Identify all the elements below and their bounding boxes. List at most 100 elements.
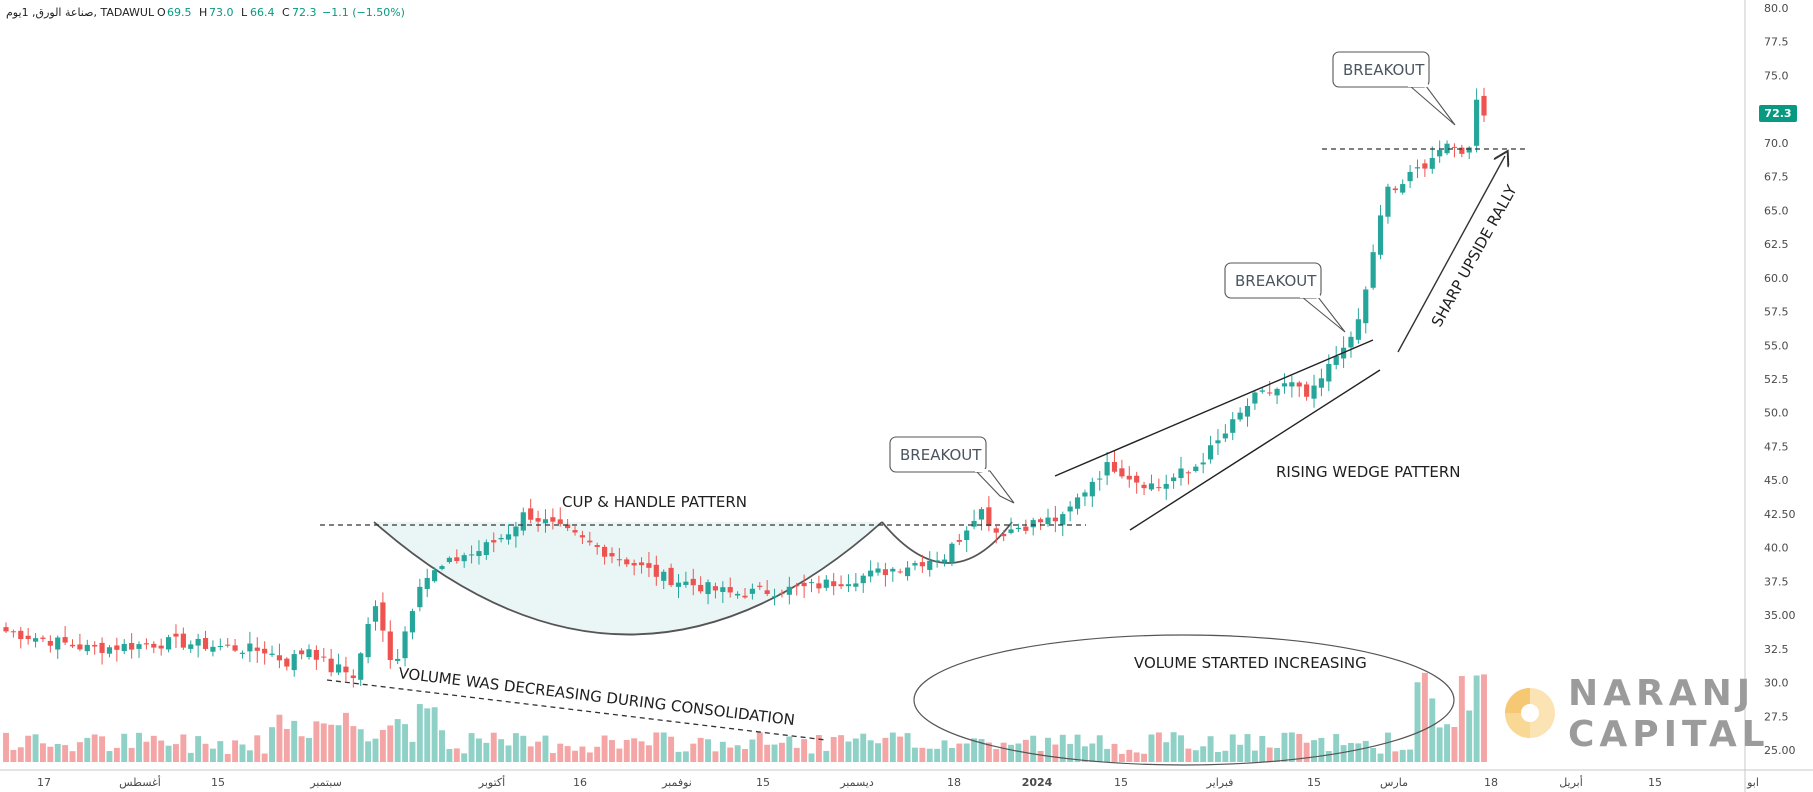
candle bbox=[520, 507, 526, 536]
breakout-callout-3: BREAKOUT bbox=[1332, 51, 1456, 126]
candle bbox=[1244, 398, 1251, 427]
volume-bar bbox=[232, 740, 239, 762]
candle bbox=[1001, 530, 1007, 542]
candle bbox=[165, 634, 172, 653]
time-tick-label: أبريل bbox=[1559, 775, 1583, 789]
candle bbox=[106, 644, 113, 658]
candle bbox=[446, 556, 452, 564]
candle bbox=[1466, 146, 1472, 160]
volume-bar bbox=[808, 753, 815, 762]
candle bbox=[1289, 375, 1295, 398]
volume-bar bbox=[1362, 740, 1369, 762]
candle bbox=[483, 539, 489, 560]
naranj-capital-logo: NARANJ CAPITAL bbox=[1505, 673, 1765, 755]
rally-arrow bbox=[1397, 156, 1505, 353]
candle bbox=[217, 638, 223, 651]
candle bbox=[276, 643, 283, 669]
price-tick-label: 80.0 bbox=[1764, 2, 1789, 15]
candle bbox=[816, 575, 822, 594]
volume-bar bbox=[875, 743, 881, 762]
candle bbox=[1348, 331, 1354, 358]
last-price-badge: 72.3 bbox=[1759, 105, 1797, 122]
logo-mark-icon bbox=[1505, 688, 1555, 738]
candle bbox=[941, 554, 948, 567]
price-tick-label: 55.0 bbox=[1764, 339, 1789, 352]
candle bbox=[1230, 412, 1236, 441]
candle bbox=[616, 548, 622, 567]
volume-bar bbox=[756, 732, 763, 762]
volume-bar bbox=[1067, 743, 1074, 762]
candle bbox=[1104, 452, 1110, 486]
candle bbox=[831, 572, 837, 596]
volume-bar bbox=[498, 739, 505, 762]
volume-bar bbox=[1421, 672, 1428, 762]
candle bbox=[1281, 373, 1288, 394]
volume-bar bbox=[1473, 675, 1480, 762]
volume-bar bbox=[1444, 724, 1451, 762]
candle bbox=[136, 641, 142, 658]
candle bbox=[498, 534, 504, 543]
candle bbox=[882, 562, 888, 587]
candle bbox=[306, 644, 312, 660]
candle bbox=[1074, 493, 1081, 515]
candle bbox=[624, 557, 630, 567]
volume-bar bbox=[1222, 750, 1229, 762]
price-tick-label: 50.0 bbox=[1764, 407, 1789, 420]
candle bbox=[897, 568, 903, 574]
price-tick-label: 47.5 bbox=[1764, 440, 1789, 453]
price-tick-label: 62.5 bbox=[1764, 238, 1789, 251]
candle bbox=[904, 561, 911, 581]
candle bbox=[661, 569, 667, 590]
volume-bar bbox=[904, 733, 911, 762]
time-tick-label: 17 bbox=[37, 776, 51, 789]
candle bbox=[1355, 308, 1361, 344]
volume-bar bbox=[1200, 746, 1207, 762]
candle bbox=[1200, 452, 1206, 474]
volume-bar bbox=[1178, 735, 1184, 762]
candle bbox=[853, 573, 859, 592]
volume-bar bbox=[217, 741, 224, 762]
candle bbox=[151, 641, 157, 654]
volume-bar bbox=[239, 744, 246, 762]
candle bbox=[1451, 143, 1458, 158]
volume-bar bbox=[158, 740, 165, 762]
legend-header[interactable]: صناعة الورق, 1يوم, TADAWUL O 69.5 H 73.0… bbox=[6, 6, 405, 19]
volume-bar bbox=[690, 743, 697, 762]
price-tick-label: 45.0 bbox=[1764, 474, 1789, 487]
candle bbox=[129, 633, 135, 659]
candle bbox=[262, 641, 268, 665]
volume-bar bbox=[106, 751, 113, 762]
price-tick-label: 30.0 bbox=[1764, 677, 1789, 690]
candle bbox=[210, 640, 216, 657]
candle bbox=[1392, 185, 1398, 194]
ohlc-close-label: C bbox=[282, 6, 290, 19]
wedge-lower-line bbox=[1129, 369, 1381, 531]
time-tick-label: سبتمبر bbox=[309, 776, 342, 789]
volume-trend-line bbox=[326, 679, 827, 741]
candle bbox=[409, 608, 416, 640]
time-axis[interactable]: 17 أغسطس 15 سبتمبر أكتوبر 16 نوفمبر 15 ديسمبر 18 2… bbox=[37, 775, 1759, 789]
candle bbox=[402, 626, 408, 667]
time-tick-label: ديسمبر bbox=[839, 776, 874, 789]
candle bbox=[786, 576, 792, 605]
logo-line-1: NARANJ bbox=[1568, 673, 1755, 714]
candle bbox=[749, 583, 755, 600]
candle bbox=[84, 639, 90, 656]
volume-bar bbox=[298, 736, 305, 762]
candle bbox=[1311, 374, 1317, 408]
candle bbox=[254, 637, 260, 663]
cup-handle-label: CUP & HANDLE PATTERN bbox=[562, 493, 747, 511]
candle bbox=[557, 507, 563, 527]
volume-bar bbox=[121, 733, 128, 762]
volume-bar bbox=[1348, 742, 1354, 762]
candle bbox=[121, 639, 127, 655]
volume-bar bbox=[734, 745, 741, 762]
plot-area[interactable] bbox=[0, 0, 1745, 770]
candle bbox=[735, 591, 741, 599]
candles bbox=[3, 87, 1487, 688]
candle bbox=[1422, 159, 1428, 177]
candle bbox=[1097, 471, 1103, 491]
breakout-label-1: BREAKOUT bbox=[900, 446, 982, 464]
volume-bar bbox=[609, 740, 615, 762]
